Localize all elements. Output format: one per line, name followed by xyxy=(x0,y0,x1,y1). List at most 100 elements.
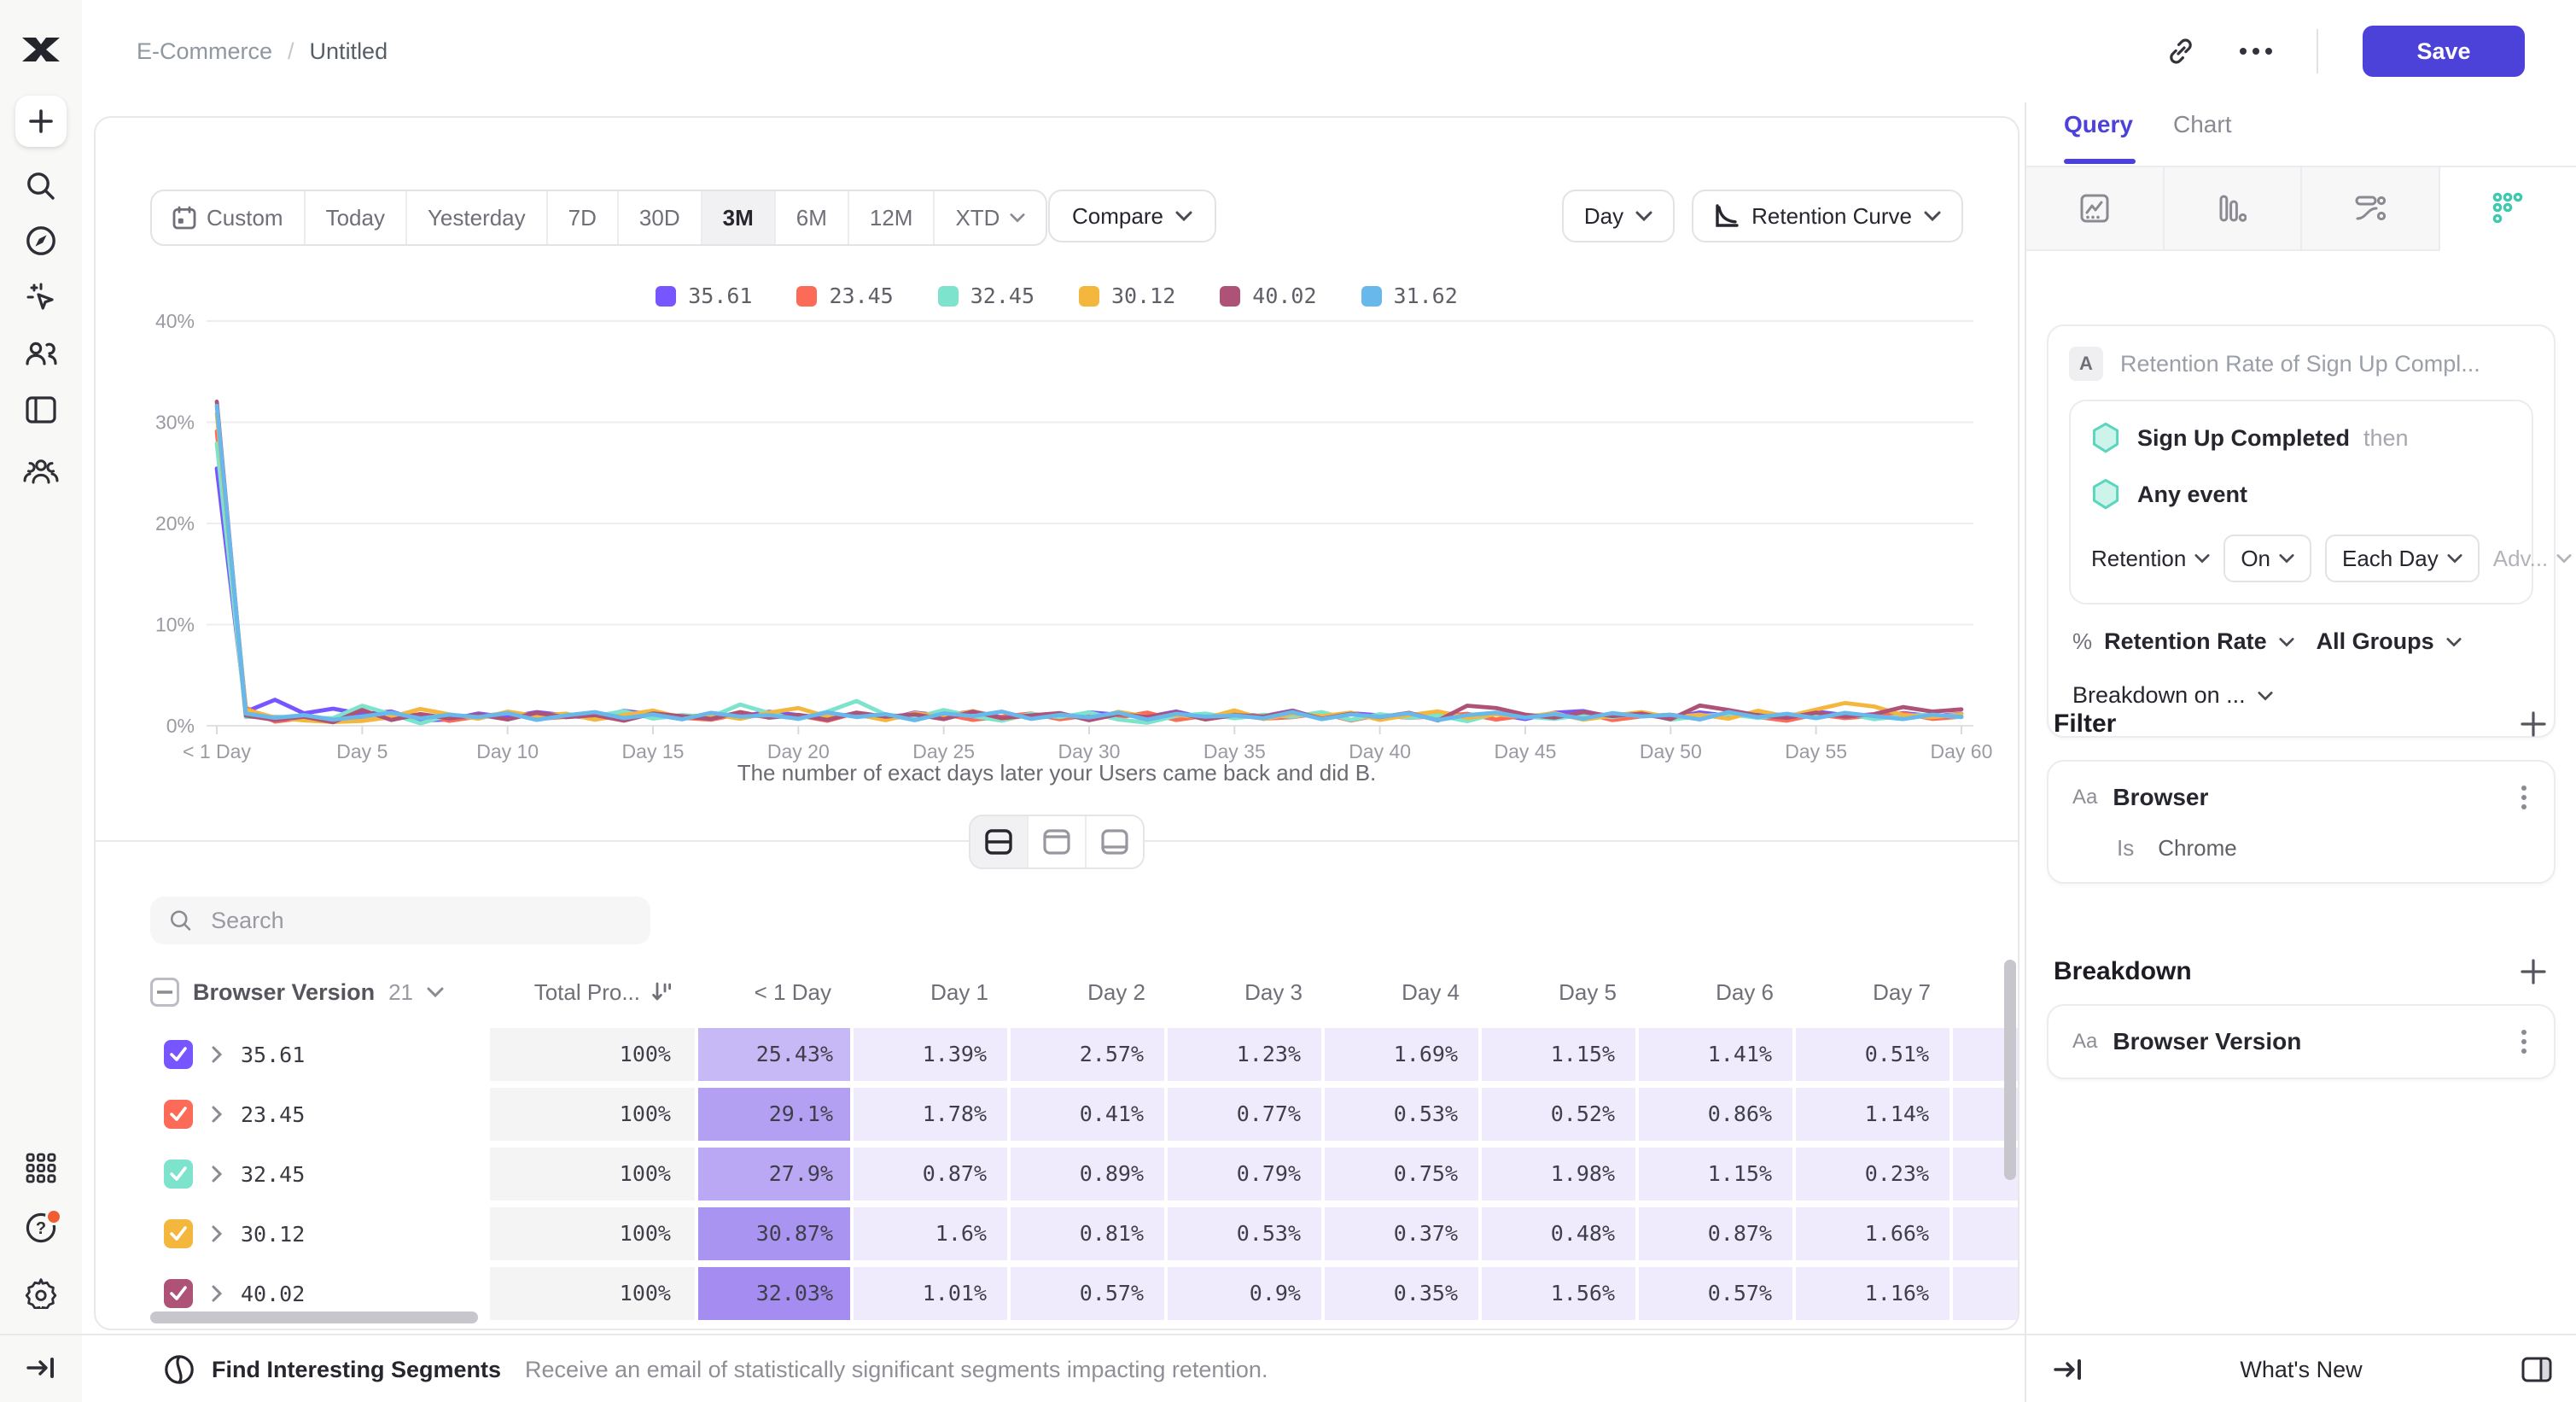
legend-item[interactable]: 30.12 xyxy=(1079,283,1175,308)
legend-item[interactable]: 40.02 xyxy=(1220,283,1317,308)
settings-gear-icon[interactable] xyxy=(25,1276,57,1309)
row-checkbox[interactable] xyxy=(164,1040,193,1069)
row-checkbox[interactable] xyxy=(164,1219,193,1248)
more-options-icon[interactable] xyxy=(2240,48,2272,55)
chart-legend: 35.61 23.45 32.45 30.12 40.02 31.62 xyxy=(96,283,2018,308)
select-all-checkbox[interactable] xyxy=(150,978,179,1007)
row-checkbox[interactable] xyxy=(164,1279,193,1308)
retention-cell: 0.35% xyxy=(1325,1267,1478,1320)
mixpanel-logo-icon[interactable] xyxy=(20,34,61,65)
range-7d[interactable]: 7D xyxy=(548,191,619,244)
search-input[interactable] xyxy=(207,905,632,936)
filter-menu-icon[interactable] xyxy=(2518,782,2530,813)
users-icon[interactable] xyxy=(24,337,58,370)
breadcrumb: E-Commerce / Untitled xyxy=(137,0,388,102)
filter-operator[interactable]: Is xyxy=(2117,835,2135,861)
layout-chart-button[interactable] xyxy=(1029,816,1087,867)
row-label: 23.45 xyxy=(241,1101,306,1127)
search-nav-icon[interactable] xyxy=(25,170,57,202)
range-30d[interactable]: 30D xyxy=(619,191,702,244)
range-12m[interactable]: 12M xyxy=(849,191,935,244)
add-breakdown-button[interactable] xyxy=(2518,956,2549,987)
advanced-dropdown[interactable]: Adv... xyxy=(2493,546,2573,572)
collapse-sidebar-icon[interactable] xyxy=(26,1356,55,1380)
compare-button[interactable]: Compare xyxy=(1048,190,1216,242)
legend-item[interactable]: 32.45 xyxy=(937,283,1034,308)
bucket-dropdown[interactable]: Each Day xyxy=(2325,535,2480,582)
row-checkbox[interactable] xyxy=(164,1160,193,1189)
magic-wand-icon[interactable] xyxy=(25,281,57,313)
range-xtd[interactable]: XTD xyxy=(935,191,1046,244)
create-new-button[interactable] xyxy=(15,96,67,147)
report-retention-button[interactable] xyxy=(2439,167,2576,251)
day-column-header[interactable]: Day 1 xyxy=(930,979,988,1005)
day-column-header[interactable]: Day 5 xyxy=(1559,979,1617,1005)
day-column-header[interactable]: Day 4 xyxy=(1402,979,1460,1005)
chart-type-dropdown[interactable]: Retention Curve xyxy=(1692,190,1963,242)
granularity-dropdown[interactable]: Day xyxy=(1561,190,1676,242)
range-6m[interactable]: 6M xyxy=(776,191,849,244)
toggle-right-panel-icon[interactable] xyxy=(2521,1357,2552,1382)
find-segments-link[interactable]: Find Interesting Segments xyxy=(212,1356,502,1382)
breakdown-on-dropdown[interactable]: Breakdown on ... xyxy=(2072,682,2530,709)
add-filter-button[interactable] xyxy=(2518,709,2549,739)
save-button[interactable]: Save xyxy=(2363,26,2525,77)
vertical-scrollbar[interactable] xyxy=(2004,960,2016,1180)
filter-value[interactable]: Chrome xyxy=(2158,835,2237,861)
retention-type-dropdown[interactable]: Retention xyxy=(2091,546,2210,572)
range-3m[interactable]: 3M xyxy=(702,191,776,244)
group-chevron-icon[interactable] xyxy=(427,987,444,997)
sort-icon[interactable] xyxy=(650,981,673,1003)
day-column-header[interactable]: Day 2 xyxy=(1087,979,1145,1005)
row-checkbox[interactable] xyxy=(164,1100,193,1129)
query-title-input[interactable]: Retention Rate of Sign Up Compl... xyxy=(2120,350,2480,377)
legend-item[interactable]: 35.61 xyxy=(656,283,752,308)
retention-line-chart[interactable]: 0% 10% 20% 30% 40% < 1 Day Day 5 Day 10 Day 15 Da… xyxy=(96,314,2018,775)
event-row-a[interactable]: Sign Up Completed then xyxy=(2091,422,2511,454)
day-column-header[interactable]: Day 7 xyxy=(1873,979,1931,1005)
layout-table-button[interactable] xyxy=(1087,816,1143,867)
tab-chart[interactable]: Chart xyxy=(2173,111,2232,137)
legend-item[interactable]: 23.45 xyxy=(796,283,894,308)
layout-split-button[interactable] xyxy=(970,816,1029,867)
explore-compass-icon[interactable] xyxy=(25,225,57,257)
range-yesterday[interactable]: Yesterday xyxy=(407,191,548,244)
filter-property[interactable]: Browser xyxy=(2113,784,2209,810)
measure-dropdown[interactable]: Retention Rate xyxy=(2104,628,2267,654)
range-custom[interactable]: Custom xyxy=(152,191,306,244)
day-column-header[interactable]: Day 6 xyxy=(1716,979,1774,1005)
svg-text:Day 25: Day 25 xyxy=(912,740,975,762)
apps-grid-icon[interactable] xyxy=(26,1153,56,1183)
report-insights-button[interactable] xyxy=(2026,167,2165,251)
breadcrumb-report-name[interactable]: Untitled xyxy=(309,38,388,64)
event-hexagon-icon xyxy=(2092,478,2119,510)
breakdown-menu-icon[interactable] xyxy=(2518,1026,2530,1057)
day-column-header[interactable]: < 1 Day xyxy=(754,979,831,1005)
legend-item[interactable]: 31.62 xyxy=(1361,283,1458,308)
group-column-header[interactable]: Browser Version xyxy=(193,978,376,1005)
expand-row-icon[interactable] xyxy=(212,1046,222,1063)
help-icon[interactable]: ? xyxy=(25,1208,62,1244)
expand-row-icon[interactable] xyxy=(212,1285,222,1302)
expand-row-icon[interactable] xyxy=(212,1106,222,1123)
range-today[interactable]: Today xyxy=(306,191,407,244)
breadcrumb-project[interactable]: E-Commerce xyxy=(137,38,273,64)
expand-row-icon[interactable] xyxy=(212,1165,222,1183)
tab-query[interactable]: Query xyxy=(2064,111,2133,137)
report-funnels-button[interactable] xyxy=(2164,167,2302,251)
day-column-header[interactable]: Day 3 xyxy=(1244,979,1303,1005)
on-dropdown[interactable]: On xyxy=(2223,535,2311,582)
expand-panel-icon[interactable] xyxy=(2054,1358,2083,1382)
copy-link-icon[interactable] xyxy=(2166,37,2195,66)
breakdown-property[interactable]: Browser Version xyxy=(2113,1028,2302,1054)
groups-dropdown[interactable]: All Groups xyxy=(2316,628,2434,654)
whats-new-link[interactable]: What's New xyxy=(2240,1356,2363,1382)
total-column-header[interactable]: Total Pro... xyxy=(488,972,673,1013)
retention-cell: 0.87% xyxy=(1639,1207,1792,1260)
cohorts-icon[interactable] xyxy=(22,457,60,486)
boards-icon[interactable] xyxy=(25,395,57,424)
horizontal-scrollbar[interactable] xyxy=(150,1311,478,1323)
event-row-b[interactable]: Any event xyxy=(2091,478,2511,511)
report-flows-button[interactable] xyxy=(2302,167,2440,251)
expand-row-icon[interactable] xyxy=(212,1225,222,1242)
